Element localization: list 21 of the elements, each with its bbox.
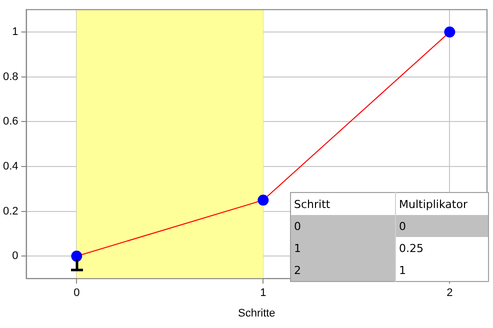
x-tick-label: 0	[74, 287, 80, 300]
annotation: 1	[396, 259, 488, 282]
y-tick-label: 1	[12, 26, 18, 38]
y-tick-label: 0.8	[2, 70, 18, 83]
annotation: Schritt	[293, 196, 332, 212]
x-tick-label: 1	[260, 287, 266, 300]
point	[258, 194, 269, 206]
annotation: Multiplikator	[396, 192, 488, 215]
y-tick-label: 0.4	[2, 160, 18, 173]
annotation: 2	[290, 259, 396, 282]
y-tick-label: 0.6	[2, 116, 18, 128]
point	[71, 250, 82, 262]
x-tick-label: 2	[446, 287, 453, 300]
annotation: 1	[290, 237, 396, 259]
y-tick-label: 0	[12, 250, 18, 262]
point	[444, 26, 456, 38]
annotation: 0.25	[396, 237, 488, 259]
annotation: 0	[396, 215, 488, 237]
y-tick-label: 0.2	[2, 205, 18, 218]
x-axis-title: Schritte	[238, 307, 276, 320]
annotation: 0	[290, 215, 396, 237]
